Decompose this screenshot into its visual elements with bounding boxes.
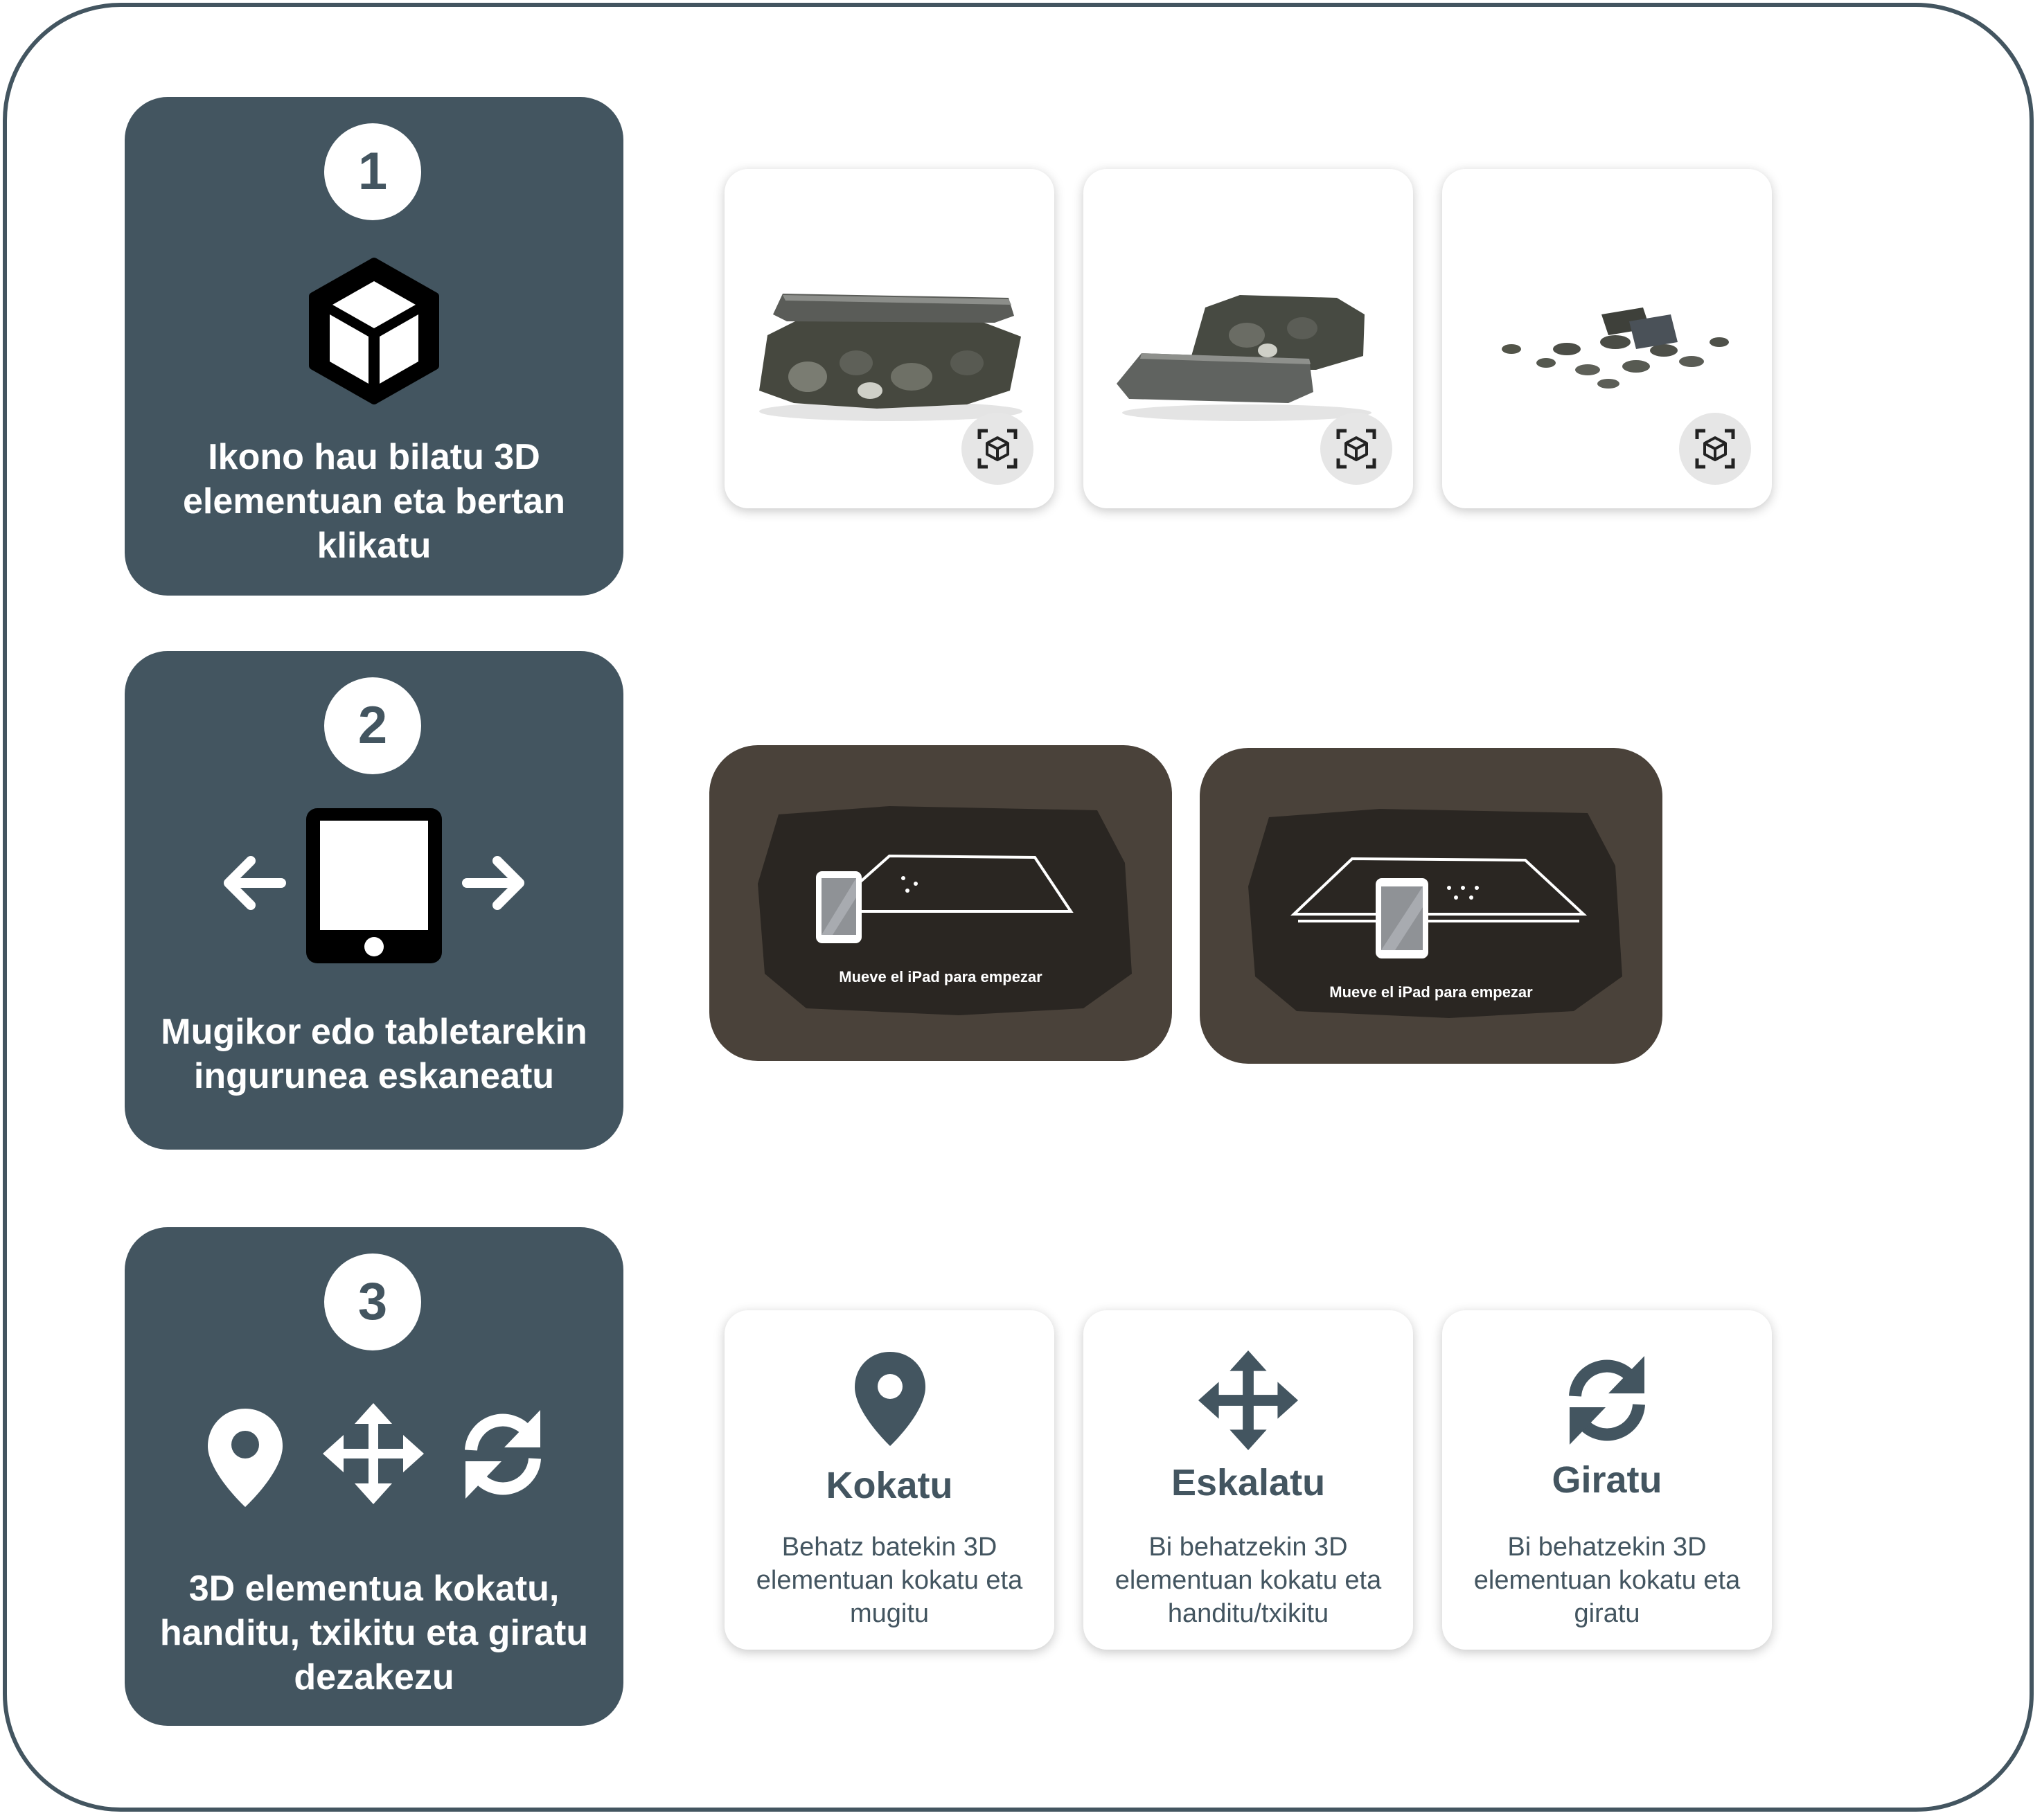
action-title: Giratu bbox=[1552, 1459, 1662, 1501]
scan-caption: Mueve el iPad para empezar bbox=[1329, 983, 1533, 1001]
action-description: Behatz batekin 3D elementuan kokatu eta … bbox=[756, 1533, 1023, 1628]
ar-view-button[interactable] bbox=[1679, 413, 1751, 485]
arrow-left-icon bbox=[224, 856, 286, 910]
ar-cube-icon bbox=[1336, 429, 1376, 469]
ar-view-button[interactable] bbox=[1320, 413, 1392, 485]
step-number-1: 1 bbox=[324, 123, 421, 220]
scan-screen-1: Mueve el iPad para empezar bbox=[709, 745, 1172, 1061]
plane-outline-graphic bbox=[1290, 857, 1588, 922]
plane-outline-graphic bbox=[823, 854, 1074, 913]
scan-caption: Mueve el iPad para empezar bbox=[839, 968, 1042, 985]
step-3-text: 3D elementua kokatu, handitu, txikitu et… bbox=[159, 1569, 589, 1697]
action-card-eskalatu[interactable]: Eskalatu Bi behatzekin 3D elementuan kok… bbox=[1083, 1310, 1413, 1650]
outer-frame bbox=[3, 3, 2034, 1812]
arrow-right-icon bbox=[462, 856, 524, 910]
rotate-icon bbox=[465, 1410, 541, 1499]
stone-slab-model-image bbox=[1117, 295, 1371, 421]
ipad-graphic bbox=[1376, 878, 1428, 958]
step-3-panel: 3 3D elementua kokatu, handitu, txikitu … bbox=[125, 1227, 623, 1726]
ar-cube-icon bbox=[977, 429, 1018, 469]
map-pin-icon bbox=[855, 1352, 925, 1446]
3d-model-card-2[interactable] bbox=[1083, 169, 1413, 508]
tablet-icon bbox=[306, 808, 442, 963]
scan-screen-2: Mueve el iPad para empezar bbox=[1200, 748, 1662, 1064]
step-2-text: Mugikor edo tabletarekin ingurunea eskan… bbox=[161, 1012, 587, 1096]
action-description: Bi behatzekin 3D elementuan kokatu eta g… bbox=[1473, 1533, 1741, 1628]
ar-view-button[interactable] bbox=[961, 413, 1033, 485]
action-title: Kokatu bbox=[826, 1465, 953, 1506]
map-pin-icon bbox=[208, 1409, 283, 1507]
stone-slab-model-image bbox=[759, 294, 1022, 421]
move-arrows-icon bbox=[1198, 1350, 1299, 1451]
stone-fragments-model-image bbox=[1502, 307, 1729, 389]
ar-cube-icon bbox=[1695, 429, 1735, 469]
action-description: Bi behatzekin 3D elementuan kokatu eta h… bbox=[1115, 1533, 1382, 1628]
action-card-kokatu[interactable]: Kokatu Behatz batekin 3D elementuan koka… bbox=[725, 1310, 1054, 1650]
3d-model-card-3[interactable] bbox=[1442, 169, 1772, 508]
action-title: Eskalatu bbox=[1171, 1462, 1326, 1504]
3d-model-card-1[interactable] bbox=[725, 169, 1054, 508]
step-number-2: 2 bbox=[324, 677, 421, 774]
step-2-panel: 2 Mugikor edo tabletarekin ingurunea esk… bbox=[125, 651, 623, 1150]
rotate-icon bbox=[1569, 1356, 1645, 1445]
step-number-3: 3 bbox=[324, 1254, 421, 1350]
move-arrows-icon bbox=[323, 1403, 424, 1504]
ipad-graphic bbox=[816, 871, 862, 943]
3d-cube-icon bbox=[309, 258, 439, 404]
action-card-giratu[interactable]: Giratu Bi behatzekin 3D elementuan kokat… bbox=[1442, 1310, 1772, 1650]
step-1-panel: 1 Ikono hau bilatu 3D elementuan eta ber… bbox=[125, 97, 623, 596]
step-1-text: Ikono hau bilatu 3D elementuan eta berta… bbox=[183, 437, 565, 566]
